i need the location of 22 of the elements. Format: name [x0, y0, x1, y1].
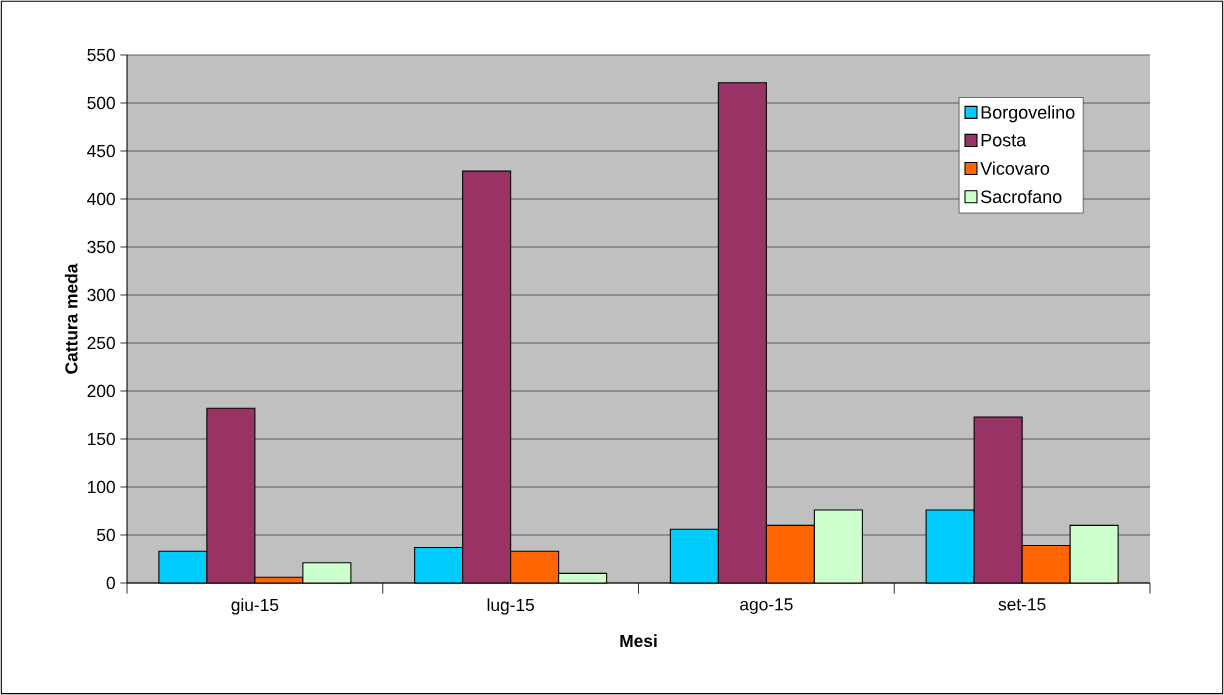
y-tick-label: 0	[106, 576, 115, 590]
legend-label: Posta	[981, 133, 1027, 147]
y-tick-label: 550	[87, 48, 115, 62]
y-tick-label: 450	[87, 144, 115, 158]
x-tick-label: ago-15	[740, 598, 793, 614]
x-tick-label: lug-15	[487, 598, 534, 615]
legend-label: Sacrofano	[980, 189, 1062, 204]
y-tick-label: 100	[88, 480, 115, 494]
x-axis-title: Mesi	[620, 634, 657, 648]
y-tick-label: 250	[87, 336, 115, 350]
y-tick-label: 300	[87, 288, 115, 302]
y-axis-title: Cattura meda	[64, 263, 78, 374]
y-tick-label: 150	[88, 432, 115, 446]
x-tick-label: set-15	[998, 598, 1046, 611]
y-tick-label: 350	[87, 240, 115, 254]
x-tick-label: giu-15	[231, 598, 279, 615]
legend-label: Borgovelino	[981, 105, 1075, 123]
y-tick-label: 50	[97, 528, 115, 542]
y-tick-label: 400	[87, 192, 115, 206]
y-tick-label: 200	[87, 384, 115, 398]
y-tick-label: 500	[87, 96, 115, 110]
legend-label: Vicovaro	[980, 161, 1050, 175]
